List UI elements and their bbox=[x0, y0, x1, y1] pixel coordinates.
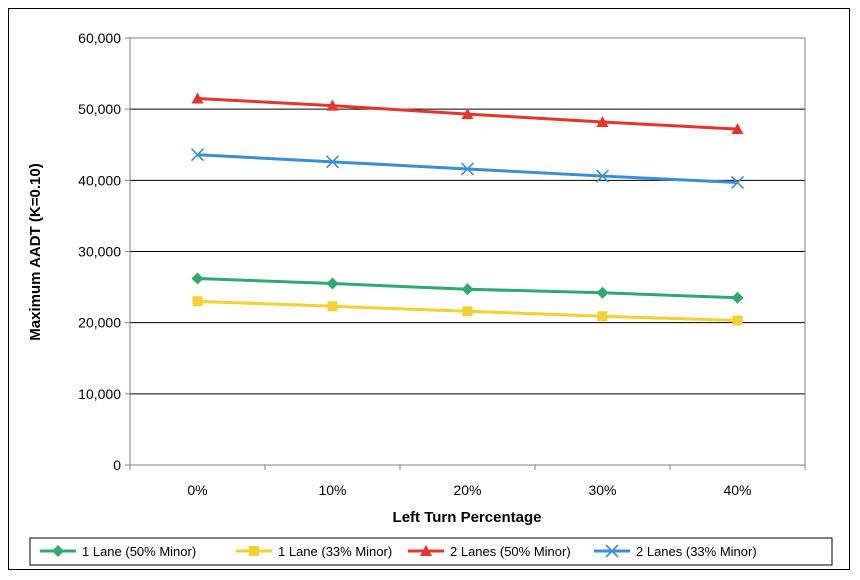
data-point bbox=[192, 296, 203, 307]
data-point bbox=[461, 108, 474, 120]
data-point bbox=[461, 283, 474, 296]
y-tick-label: 60,000 bbox=[78, 30, 121, 46]
legend-box bbox=[29, 537, 833, 566]
data-point bbox=[460, 162, 475, 176]
legend-label: 1 Lane (50% Minor) bbox=[82, 544, 196, 559]
legend-marker bbox=[52, 545, 64, 557]
data-point bbox=[595, 169, 610, 183]
x-tick-label: 40% bbox=[723, 482, 751, 498]
data-point bbox=[327, 301, 338, 312]
x-tick-label: 30% bbox=[588, 482, 616, 498]
legend-label: 2 Lanes (50% Minor) bbox=[450, 544, 571, 559]
data-point bbox=[326, 277, 339, 290]
data-point bbox=[191, 272, 204, 285]
series-1 bbox=[192, 296, 743, 326]
y-tick-labels: 0 10,000 20,000 30,000 40,000 50,000 60,000 bbox=[78, 30, 130, 473]
x-axis-title: Left Turn Percentage bbox=[393, 509, 542, 526]
y-tick-label: 20,000 bbox=[78, 315, 121, 331]
data-point bbox=[732, 315, 743, 326]
data-point bbox=[731, 123, 744, 135]
y-tick-label: 40,000 bbox=[78, 172, 121, 188]
x-tick-label: 0% bbox=[187, 482, 207, 498]
legend-marker bbox=[249, 546, 259, 556]
legend-label: 2 Lanes (33% Minor) bbox=[636, 544, 757, 559]
y-tick-label: 30,000 bbox=[78, 244, 121, 260]
data-point bbox=[731, 291, 744, 304]
gridlines bbox=[130, 108, 805, 395]
y-axis-title: Maximum AADT (K=0.10) bbox=[27, 163, 44, 340]
y-tick-label: 10,000 bbox=[78, 386, 121, 402]
x-tick-label: 10% bbox=[318, 482, 346, 498]
legend-item: 2 Lanes (33% Minor) bbox=[594, 544, 757, 559]
x-tick-labels: 0% 10% 20% 30% 40% bbox=[129, 465, 806, 498]
legend-marker bbox=[420, 545, 432, 556]
legend-label: 1 Lane (33% Minor) bbox=[278, 544, 392, 559]
legend-item: 1 Lane (50% Minor) bbox=[40, 544, 196, 559]
data-point bbox=[191, 92, 204, 104]
data-point bbox=[596, 286, 609, 299]
data-point bbox=[190, 148, 205, 162]
x-tick-label: 20% bbox=[453, 482, 481, 498]
data-point bbox=[730, 175, 745, 190]
data-point bbox=[596, 115, 609, 127]
legend: 1 Lane (50% Minor) 1 Lane (33% Minor) 2 La… bbox=[40, 544, 757, 559]
y-tick-label: 50,000 bbox=[78, 101, 121, 117]
data-point bbox=[326, 99, 339, 111]
data-point bbox=[462, 306, 473, 317]
series-group bbox=[190, 92, 745, 326]
legend-item: 1 Lane (33% Minor) bbox=[236, 544, 392, 559]
data-point bbox=[597, 311, 608, 322]
y-tick-label: 0 bbox=[113, 457, 121, 473]
legend-marker bbox=[605, 544, 619, 558]
data-point bbox=[325, 155, 340, 169]
series-3 bbox=[190, 148, 745, 190]
legend-item: 2 Lanes (50% Minor) bbox=[408, 544, 571, 559]
series-2 bbox=[191, 92, 744, 135]
series-0 bbox=[191, 272, 744, 304]
